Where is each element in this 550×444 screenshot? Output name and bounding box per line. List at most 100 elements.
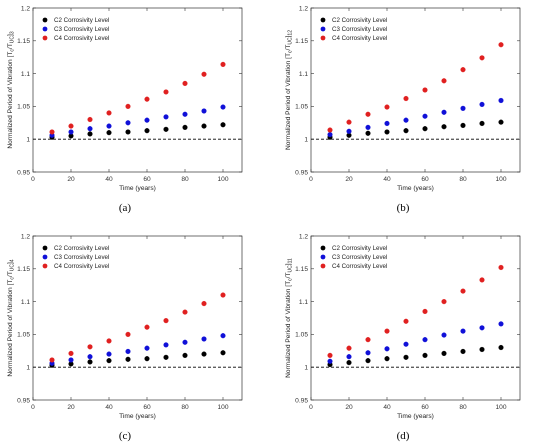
data-point-c3	[125, 120, 131, 126]
x-tick-label: 0	[31, 176, 35, 183]
y-axis-label-mid: /T	[285, 272, 292, 278]
y-tick-label: 1.15	[17, 38, 30, 45]
x-tick-label: 20	[345, 404, 353, 411]
x-tick-label: 80	[459, 404, 467, 411]
data-point-c2	[201, 351, 207, 357]
y-axis-label-end: ]	[285, 35, 292, 37]
data-point-c3	[422, 113, 428, 119]
y-axis-label-sub2: UC	[10, 264, 16, 272]
data-point-c2	[498, 344, 504, 351]
data-point-c2	[163, 354, 169, 360]
data-point-c3	[106, 123, 112, 129]
y-axis-label: Normalized Period of Vibration [Tc/TUC]1…	[285, 30, 294, 150]
x-tick-label: 100	[217, 404, 228, 411]
data-point-c2	[182, 124, 188, 130]
data-point-c3	[163, 342, 169, 348]
y-axis-label-sub1: c	[288, 50, 294, 53]
x-tick-label: 100	[495, 176, 506, 183]
legend-label-c3: C3 Corrosivity Level	[54, 254, 109, 261]
y-axis-label-sub1: c	[10, 49, 16, 52]
y-axis-label-sub2: UC	[288, 265, 294, 273]
data-point-c3	[346, 128, 352, 134]
y-tick-label: 1.05	[295, 104, 308, 111]
chart-panel-c: 0 20 40 60 80 100 0.95 1 1.05 1.1 1.15 1.2 Time (yea…	[7, 233, 243, 442]
y-tick-label: 1	[304, 365, 308, 372]
data-point-c4	[144, 324, 150, 330]
data-point-c3	[220, 333, 226, 339]
data-point-c4	[403, 318, 409, 324]
y-axis-label-main: Normalized Period of Vibration [T	[7, 52, 14, 149]
data-point-c2	[144, 128, 150, 134]
y-tick-label: 1.1	[21, 299, 30, 306]
y-tick-label: 0.95	[295, 397, 308, 404]
data-point-c3	[460, 105, 466, 111]
legend-label-c3: C3 Corrosivity Level	[332, 254, 387, 261]
data-point-c3	[479, 325, 485, 331]
y-axis-label-sub2: UC	[288, 37, 294, 45]
y-axis-label: Normalized Period of Vibration [Tc/TUC]1…	[285, 258, 294, 378]
y-axis-label-main: Normalized Period of Vibration [T	[7, 280, 14, 377]
data-point-c2	[384, 129, 390, 135]
data-point-c4	[346, 119, 352, 125]
x-tick-label: 60	[421, 176, 429, 183]
data-point-c4	[125, 103, 131, 109]
chart-panel-d: 0 20 40 60 80 100 0.95 1 1.05 1.1 1.15 1.2 Time (yea…	[285, 233, 521, 442]
data-point-c3	[403, 341, 409, 347]
y-tick-label: 1.1	[299, 299, 308, 306]
x-tick-label: 60	[143, 404, 151, 411]
data-point-c3	[403, 117, 409, 123]
data-point-c2	[384, 356, 390, 362]
y-axis-label-index: 12	[288, 30, 294, 36]
data-point-c3	[163, 114, 169, 120]
data-point-c2	[422, 352, 428, 358]
data-point-c3	[441, 109, 447, 115]
data-point-c2	[460, 122, 466, 128]
data-point-c3	[365, 124, 371, 130]
data-point-c3	[422, 337, 428, 343]
x-axis-label: Time (years)	[119, 185, 156, 192]
data-point-c4	[220, 61, 226, 67]
data-point-c2	[346, 360, 352, 366]
x-tick-label: 80	[181, 404, 189, 411]
x-axis-label: Time (years)	[397, 185, 434, 192]
data-point-c2	[365, 130, 371, 136]
x-tick-label: 40	[105, 176, 113, 183]
data-point-c3	[460, 328, 466, 334]
data-point-c4	[460, 288, 466, 294]
data-point-c4	[365, 111, 371, 117]
data-point-c4	[346, 345, 352, 351]
data-point-c2	[441, 124, 447, 130]
data-point-c2	[220, 350, 226, 356]
data-point-c4	[106, 110, 112, 116]
data-point-c2	[144, 356, 150, 362]
y-tick-label: 1.1	[299, 71, 308, 78]
legend-marker-c3	[42, 254, 48, 260]
data-point-c4	[384, 328, 390, 334]
data-point-c4	[365, 337, 371, 343]
data-point-c3	[144, 117, 150, 123]
x-axis-label: Time (years)	[119, 413, 156, 420]
data-point-c4	[327, 127, 333, 133]
data-point-c4	[68, 123, 74, 129]
x-axis-label: Time (years)	[397, 413, 434, 420]
data-point-c3	[68, 357, 74, 363]
data-point-c3	[125, 348, 131, 355]
data-point-c3	[346, 354, 352, 360]
data-point-c3	[182, 111, 188, 117]
data-point-c4	[498, 42, 504, 48]
data-point-c2	[403, 128, 409, 134]
y-axis-label-sub1: c	[10, 277, 16, 280]
panel-label: (c)	[119, 430, 132, 442]
data-point-c4	[87, 116, 93, 123]
data-point-c2	[106, 358, 112, 364]
x-tick-label: 40	[105, 404, 113, 411]
data-point-c2	[125, 356, 131, 362]
legend-marker-c2	[42, 17, 48, 23]
plot-frame	[310, 7, 521, 173]
x-tick-label: 40	[383, 404, 391, 411]
data-point-c4	[441, 299, 447, 305]
data-point-c3	[498, 321, 504, 327]
legend-label-c4: C4 Corrosivity Level	[54, 35, 109, 42]
y-axis-label-index: 3	[10, 31, 16, 34]
